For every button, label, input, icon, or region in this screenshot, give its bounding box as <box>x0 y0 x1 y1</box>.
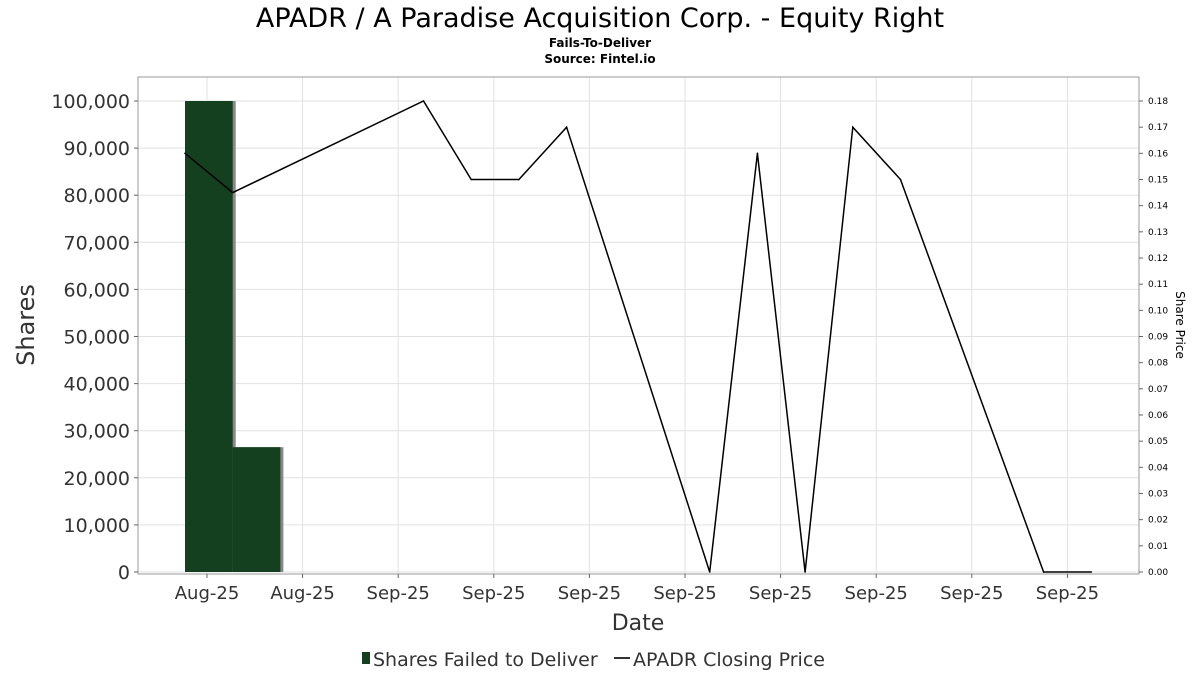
y2-tick-label: 0.17 <box>1148 123 1168 133</box>
y-tick-label: 30,000 <box>64 421 130 443</box>
y-tick-label: 60,000 <box>64 279 130 301</box>
price-point <box>756 152 759 155</box>
y2-tick-label: 0.00 <box>1148 568 1168 578</box>
ftd-bar <box>185 101 233 572</box>
price-point <box>518 178 520 181</box>
x-tick-label: Sep-25 <box>749 583 812 604</box>
x-tick-label: Sep-25 <box>653 583 716 604</box>
chart-subtitle-line-2: Source: Fintel.io <box>544 52 655 66</box>
y2-tick-label: 0.08 <box>1148 359 1168 369</box>
x-tick-label: Sep-25 <box>1036 583 1099 604</box>
y-tick-label: 0 <box>118 562 130 584</box>
y-tick-label: 80,000 <box>64 185 130 207</box>
y-tick-label: 100,000 <box>51 91 130 113</box>
x-tick-label: Aug-25 <box>270 583 335 604</box>
y-tick-label: 10,000 <box>64 515 130 537</box>
y2-tick-label: 0.15 <box>1148 176 1168 186</box>
price-point <box>1090 571 1093 573</box>
price-point <box>231 191 234 194</box>
grid-layer <box>138 77 1139 574</box>
chart-subtitle-line-1: Fails-To-Deliver <box>549 36 651 50</box>
price-point <box>565 126 568 128</box>
axes-layer: 0 10,000 20,000 30,000 40,000 50,000 60,000 70,… <box>51 91 1168 604</box>
y2-axis-label: Share Price <box>1173 291 1187 359</box>
x-tick-label: Sep-25 <box>367 583 430 604</box>
y2-tick-label: 0.11 <box>1148 280 1168 290</box>
y2-tick-label: 0.03 <box>1148 490 1168 500</box>
plot-area-frame <box>137 76 1140 575</box>
y2-tick-label: 0.02 <box>1148 516 1168 526</box>
x-tick-label: Sep-25 <box>558 583 621 604</box>
y-axis-label: Shares <box>12 284 40 366</box>
y-tick-label: 70,000 <box>64 232 130 254</box>
x-tick-label: Sep-25 <box>462 583 525 604</box>
y2-tick-label: 0.18 <box>1148 97 1168 107</box>
y2-tick-label: 0.07 <box>1148 385 1168 395</box>
price-line-layer <box>184 100 1093 573</box>
x-axis-label: Date <box>612 611 665 636</box>
y2-tick-label: 0.05 <box>1148 437 1168 447</box>
chart-title: APADR / A Paradise Acquisition Corp. - E… <box>256 3 944 34</box>
legend-line-label: APADR Closing Price <box>633 649 825 671</box>
price-point <box>470 178 473 181</box>
y2-tick-label: 0.14 <box>1148 202 1168 212</box>
legend-bar-swatch <box>362 652 370 664</box>
legend-bar-label: Shares Failed to Deliver <box>373 649 598 671</box>
y2-tick-label: 0.12 <box>1148 254 1168 264</box>
ftd-bar <box>232 447 281 572</box>
y2-tick-label: 0.09 <box>1148 333 1168 343</box>
y2-tick-label: 0.04 <box>1148 463 1168 473</box>
x-tick-label: Sep-25 <box>940 583 1003 604</box>
price-point <box>852 126 854 128</box>
y2-tick-label: 0.06 <box>1148 411 1168 421</box>
price-point <box>804 571 806 573</box>
price-point <box>708 571 711 573</box>
y2-tick-label: 0.10 <box>1148 306 1168 316</box>
price-point <box>422 100 425 102</box>
x-tick-label: Sep-25 <box>845 583 908 604</box>
y2-tick-label: 0.13 <box>1148 228 1168 238</box>
y-tick-label: 40,000 <box>64 374 130 396</box>
y-tick-label: 90,000 <box>64 138 130 160</box>
legend: Shares Failed to Deliver APADR Closing P… <box>362 649 825 671</box>
y-tick-label: 50,000 <box>64 327 130 349</box>
y-tick-label: 20,000 <box>64 468 130 490</box>
y2-tick-label: 0.16 <box>1148 149 1168 159</box>
y2-tick-label: 0.01 <box>1148 542 1168 552</box>
x-tick-label: Aug-25 <box>175 583 240 604</box>
price-point <box>184 152 186 155</box>
price-point <box>899 178 902 181</box>
bars-layer <box>185 101 284 572</box>
price-point <box>1042 571 1045 573</box>
